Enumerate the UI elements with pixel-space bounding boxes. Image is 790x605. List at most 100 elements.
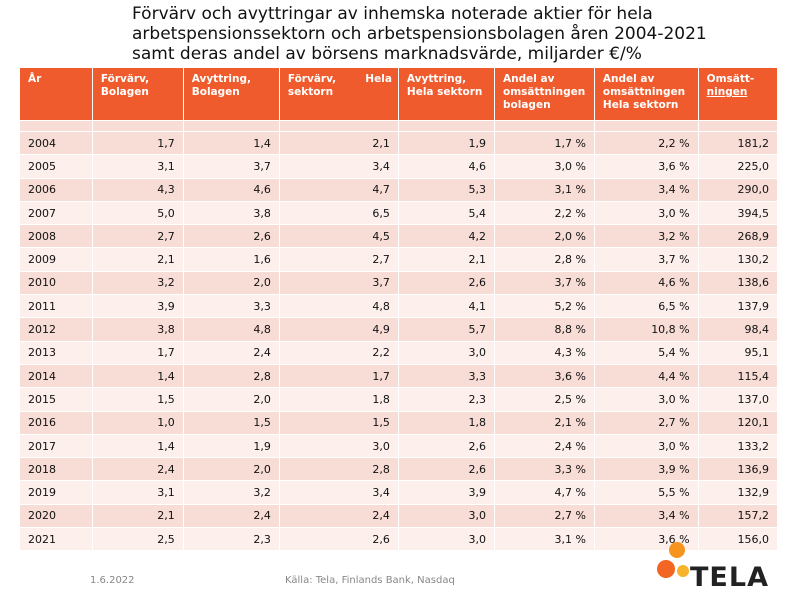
table-row: 2018 2,4 2,0 2,8 2,6 3,3 % 3,9 % 136,9 — [20, 457, 777, 481]
logo-dot-2 — [657, 560, 675, 578]
value-cell: 1,6 — [183, 247, 280, 271]
value-cell: 95,1 — [698, 340, 777, 364]
value-cell: 10,8 % — [594, 317, 699, 341]
table-row: 2021 2,5 2,3 2,6 3,0 3,1 % 3,6 % 156,0 — [20, 527, 777, 551]
value-cell: 1,9 — [183, 433, 280, 458]
value-cell: 2,1 — [279, 131, 399, 155]
value-cell: 2,8 — [183, 363, 280, 388]
year-cell: 2014 — [20, 363, 93, 388]
year-cell: 2018 — [20, 457, 93, 481]
value-cell: 3,8 — [92, 317, 184, 341]
value-cell: 1,9 — [398, 131, 496, 155]
year-cell: 2013 — [20, 340, 93, 364]
table-row: 2012 3,8 4,8 4,9 5,7 8,8 % 10,8 % 98,4 — [20, 317, 777, 341]
year-cell: 2016 — [20, 410, 93, 434]
table-row: 2005 3,1 3,7 3,4 4,6 3,0 % 3,6 % 225,0 — [20, 154, 777, 178]
logo-text: TELA — [690, 562, 769, 593]
value-cell: 2,4 — [183, 340, 280, 364]
table-row: 2020 2,1 2,4 2,4 3,0 2,7 % 3,4 % 157,2 — [20, 503, 777, 528]
page-title: Förvärv och avyttringar av inhemska note… — [132, 4, 772, 64]
year-cell: 2004 — [20, 131, 93, 155]
table-header-row: År Förvärv, Bolagen Avyttring, Bolagen För… — [20, 68, 777, 120]
value-cell: 6,5 % — [594, 294, 699, 318]
value-cell: 2,6 — [398, 433, 496, 458]
value-cell: 3,3 — [183, 294, 280, 318]
value-cell: 3,4 % — [594, 177, 699, 201]
data-table: År Förvärv, Bolagen Avyttring, Bolagen För… — [20, 68, 777, 551]
tela-logo — [657, 542, 689, 578]
table-row: 2006 4,3 4,6 4,7 5,3 3,1 % 3,4 % 290,0 — [20, 177, 777, 201]
value-cell: 2,4 — [279, 503, 399, 528]
table-row: 2007 5,0 3,8 6,5 5,4 2,2 % 3,0 % 394,5 — [20, 200, 777, 225]
value-cell: 2,0 — [183, 270, 280, 295]
value-cell: 3,7 — [183, 154, 280, 178]
value-cell: 2,4 — [183, 503, 280, 528]
value-cell: 3,4 — [279, 154, 399, 178]
year-cell: 2019 — [20, 480, 93, 504]
year-cell: 2012 — [20, 317, 93, 341]
value-cell: 4,6 % — [594, 270, 699, 295]
value-cell: 1,5 — [92, 387, 184, 411]
value-cell: 130,2 — [698, 247, 777, 271]
value-cell: 290,0 — [698, 177, 777, 201]
value-cell: 2,3 — [183, 527, 280, 551]
value-cell: 5,3 — [398, 177, 496, 201]
value-cell: 132,9 — [698, 480, 777, 504]
value-cell: 2,1 % — [495, 410, 595, 434]
value-cell: 3,2 — [183, 480, 280, 504]
year-cell: 2006 — [20, 177, 93, 201]
value-cell: 1,7 — [92, 131, 184, 155]
table-row: 2016 1,0 1,5 1,5 1,8 2,1 % 2,7 % 120,1 — [20, 410, 777, 434]
value-cell: 4,1 — [398, 294, 496, 318]
value-cell: 4,3 % — [495, 340, 595, 364]
value-cell: 136,9 — [698, 457, 777, 481]
value-cell: 1,4 — [92, 363, 184, 388]
value-cell: 3,1 — [92, 480, 184, 504]
value-cell: 3,6 % — [594, 154, 699, 178]
value-cell: 3,2 % — [594, 224, 699, 248]
value-cell: 1,5 — [279, 410, 399, 434]
value-cell: 3,0 — [279, 433, 399, 458]
value-cell: 1,4 — [183, 131, 280, 155]
year-cell: 2017 — [20, 433, 93, 458]
year-cell: 2010 — [20, 270, 93, 295]
value-cell: 4,4 % — [594, 363, 699, 388]
value-cell: 2,6 — [279, 527, 399, 551]
value-cell: 3,3 — [398, 363, 496, 388]
title-line-3: samt deras andel av börsens marknadsvärd… — [132, 44, 642, 64]
value-cell: 3,7 — [279, 270, 399, 295]
value-cell: 156,0 — [698, 527, 777, 551]
year-cell: 2008 — [20, 224, 93, 248]
table-row: 2019 3,1 3,2 3,4 3,9 4,7 % 5,5 % 132,9 — [20, 480, 777, 504]
value-cell: 3,6 % — [495, 363, 595, 388]
value-cell: 3,7 % — [594, 247, 699, 271]
year-cell: 2009 — [20, 247, 93, 271]
value-cell: 3,0 % — [495, 154, 595, 178]
year-cell: 2015 — [20, 387, 93, 411]
value-cell: 2,5 — [92, 527, 184, 551]
value-cell: 3,1 % — [495, 527, 595, 551]
value-cell: 1,7 — [279, 363, 399, 388]
table-row: 2017 1,4 1,9 3,0 2,6 2,4 % 3,0 % 133,2 — [20, 433, 777, 458]
logo-dot-3 — [677, 565, 689, 577]
value-cell: 120,1 — [698, 410, 777, 434]
value-cell: 137,9 — [698, 294, 777, 318]
value-cell: 3,4 % — [594, 503, 699, 528]
table-row: 2008 2,7 2,6 4,5 4,2 2,0 % 3,2 % 268,9 — [20, 224, 777, 248]
value-cell: 3,0 % — [594, 200, 699, 225]
table-row: 2010 3,2 2,0 3,7 2,6 3,7 % 4,6 % 138,6 — [20, 270, 777, 295]
value-cell: 2,4 — [92, 457, 184, 481]
value-cell: 3,4 — [279, 480, 399, 504]
value-cell: 4,2 — [398, 224, 496, 248]
value-cell: 2,4 % — [495, 433, 595, 458]
value-cell: 1,5 — [183, 410, 280, 434]
value-cell: 2,6 — [398, 457, 496, 481]
value-cell: 3,9 — [92, 294, 184, 318]
value-cell: 4,7 — [279, 177, 399, 201]
value-cell: 4,5 — [279, 224, 399, 248]
value-cell: 2,2 — [279, 340, 399, 364]
value-cell: 2,2 % — [594, 131, 699, 155]
value-cell: 5,4 % — [594, 340, 699, 364]
value-cell: 5,0 — [92, 200, 184, 225]
value-cell: 2,8 % — [495, 247, 595, 271]
